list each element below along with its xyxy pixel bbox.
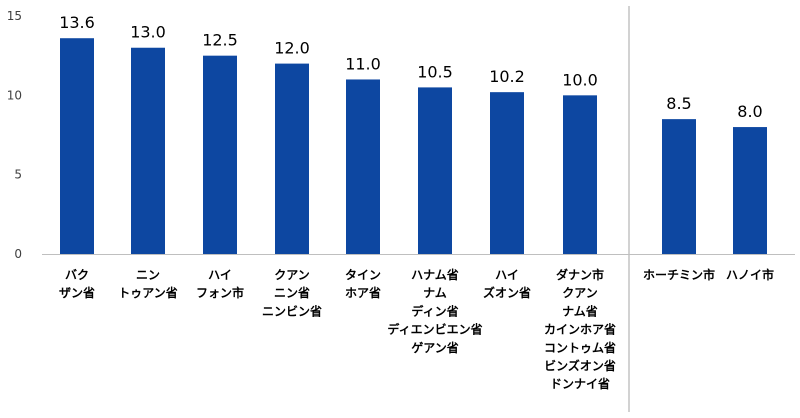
bar: [60, 38, 94, 254]
x-tick-label: ホア省: [345, 285, 381, 300]
bar: [203, 55, 237, 254]
x-tick-label: ザン省: [59, 285, 95, 300]
x-tick-label: ホーチミン市: [643, 267, 715, 282]
bar: [346, 79, 380, 254]
y-tick-label: 5: [14, 168, 22, 182]
data-label: 10.2: [489, 67, 525, 86]
bar: [131, 47, 165, 254]
x-tick-label: タイン: [345, 268, 381, 282]
data-label: 11.0: [345, 54, 381, 73]
data-label: 10.5: [417, 62, 453, 81]
x-tick-label: ダナン市: [556, 267, 604, 282]
x-tick-label: ゲアン省: [411, 340, 459, 355]
bar: [490, 92, 524, 254]
x-tick-label: ディン省: [411, 303, 458, 318]
data-label: 8.5: [666, 94, 691, 113]
x-tick-label: トゥアン省: [118, 285, 178, 300]
y-tick-label: 10: [7, 88, 22, 102]
x-tick-label: ディエンビエン省: [387, 322, 482, 337]
x-tick-label: バク: [65, 268, 89, 282]
data-label: 13.6: [59, 13, 95, 32]
x-tick-label: ドンナイ省: [550, 376, 610, 391]
x-tick-label: ナム: [423, 286, 447, 300]
bar: [733, 127, 767, 254]
bar: [563, 95, 597, 254]
data-label: 13.0: [130, 23, 166, 42]
x-tick-label: ズオン省: [483, 285, 531, 300]
x-tick-label: ハイ: [208, 268, 232, 282]
bar: [418, 87, 452, 255]
data-label: 8.0: [737, 102, 762, 121]
x-tick-label: カインホア省: [544, 322, 616, 337]
x-tick-label: ニン: [136, 268, 160, 282]
x-tick-label: ナム省: [562, 303, 598, 318]
y-tick-label: 15: [7, 9, 22, 23]
x-tick-label: ニンビン省: [262, 303, 322, 318]
data-label: 10.0: [562, 70, 598, 89]
y-tick-label: 0: [14, 247, 22, 261]
x-tick-label: コントゥム省: [544, 340, 616, 355]
x-tick-label: クアン: [562, 286, 598, 300]
x-tick-label: クアン: [274, 268, 310, 282]
bar: [662, 119, 696, 254]
bar: [275, 63, 309, 254]
x-tick-label: ハノイ市: [726, 267, 774, 282]
x-tick-label: ハナム省: [411, 267, 459, 282]
data-label: 12.5: [202, 31, 238, 50]
x-tick-label: ビンズオン省: [544, 358, 616, 373]
x-tick-label: ハイ: [495, 268, 519, 282]
x-tick-label: フォン市: [196, 285, 244, 300]
data-label: 12.0: [274, 39, 310, 58]
x-tick-label: ニン省: [274, 285, 310, 300]
